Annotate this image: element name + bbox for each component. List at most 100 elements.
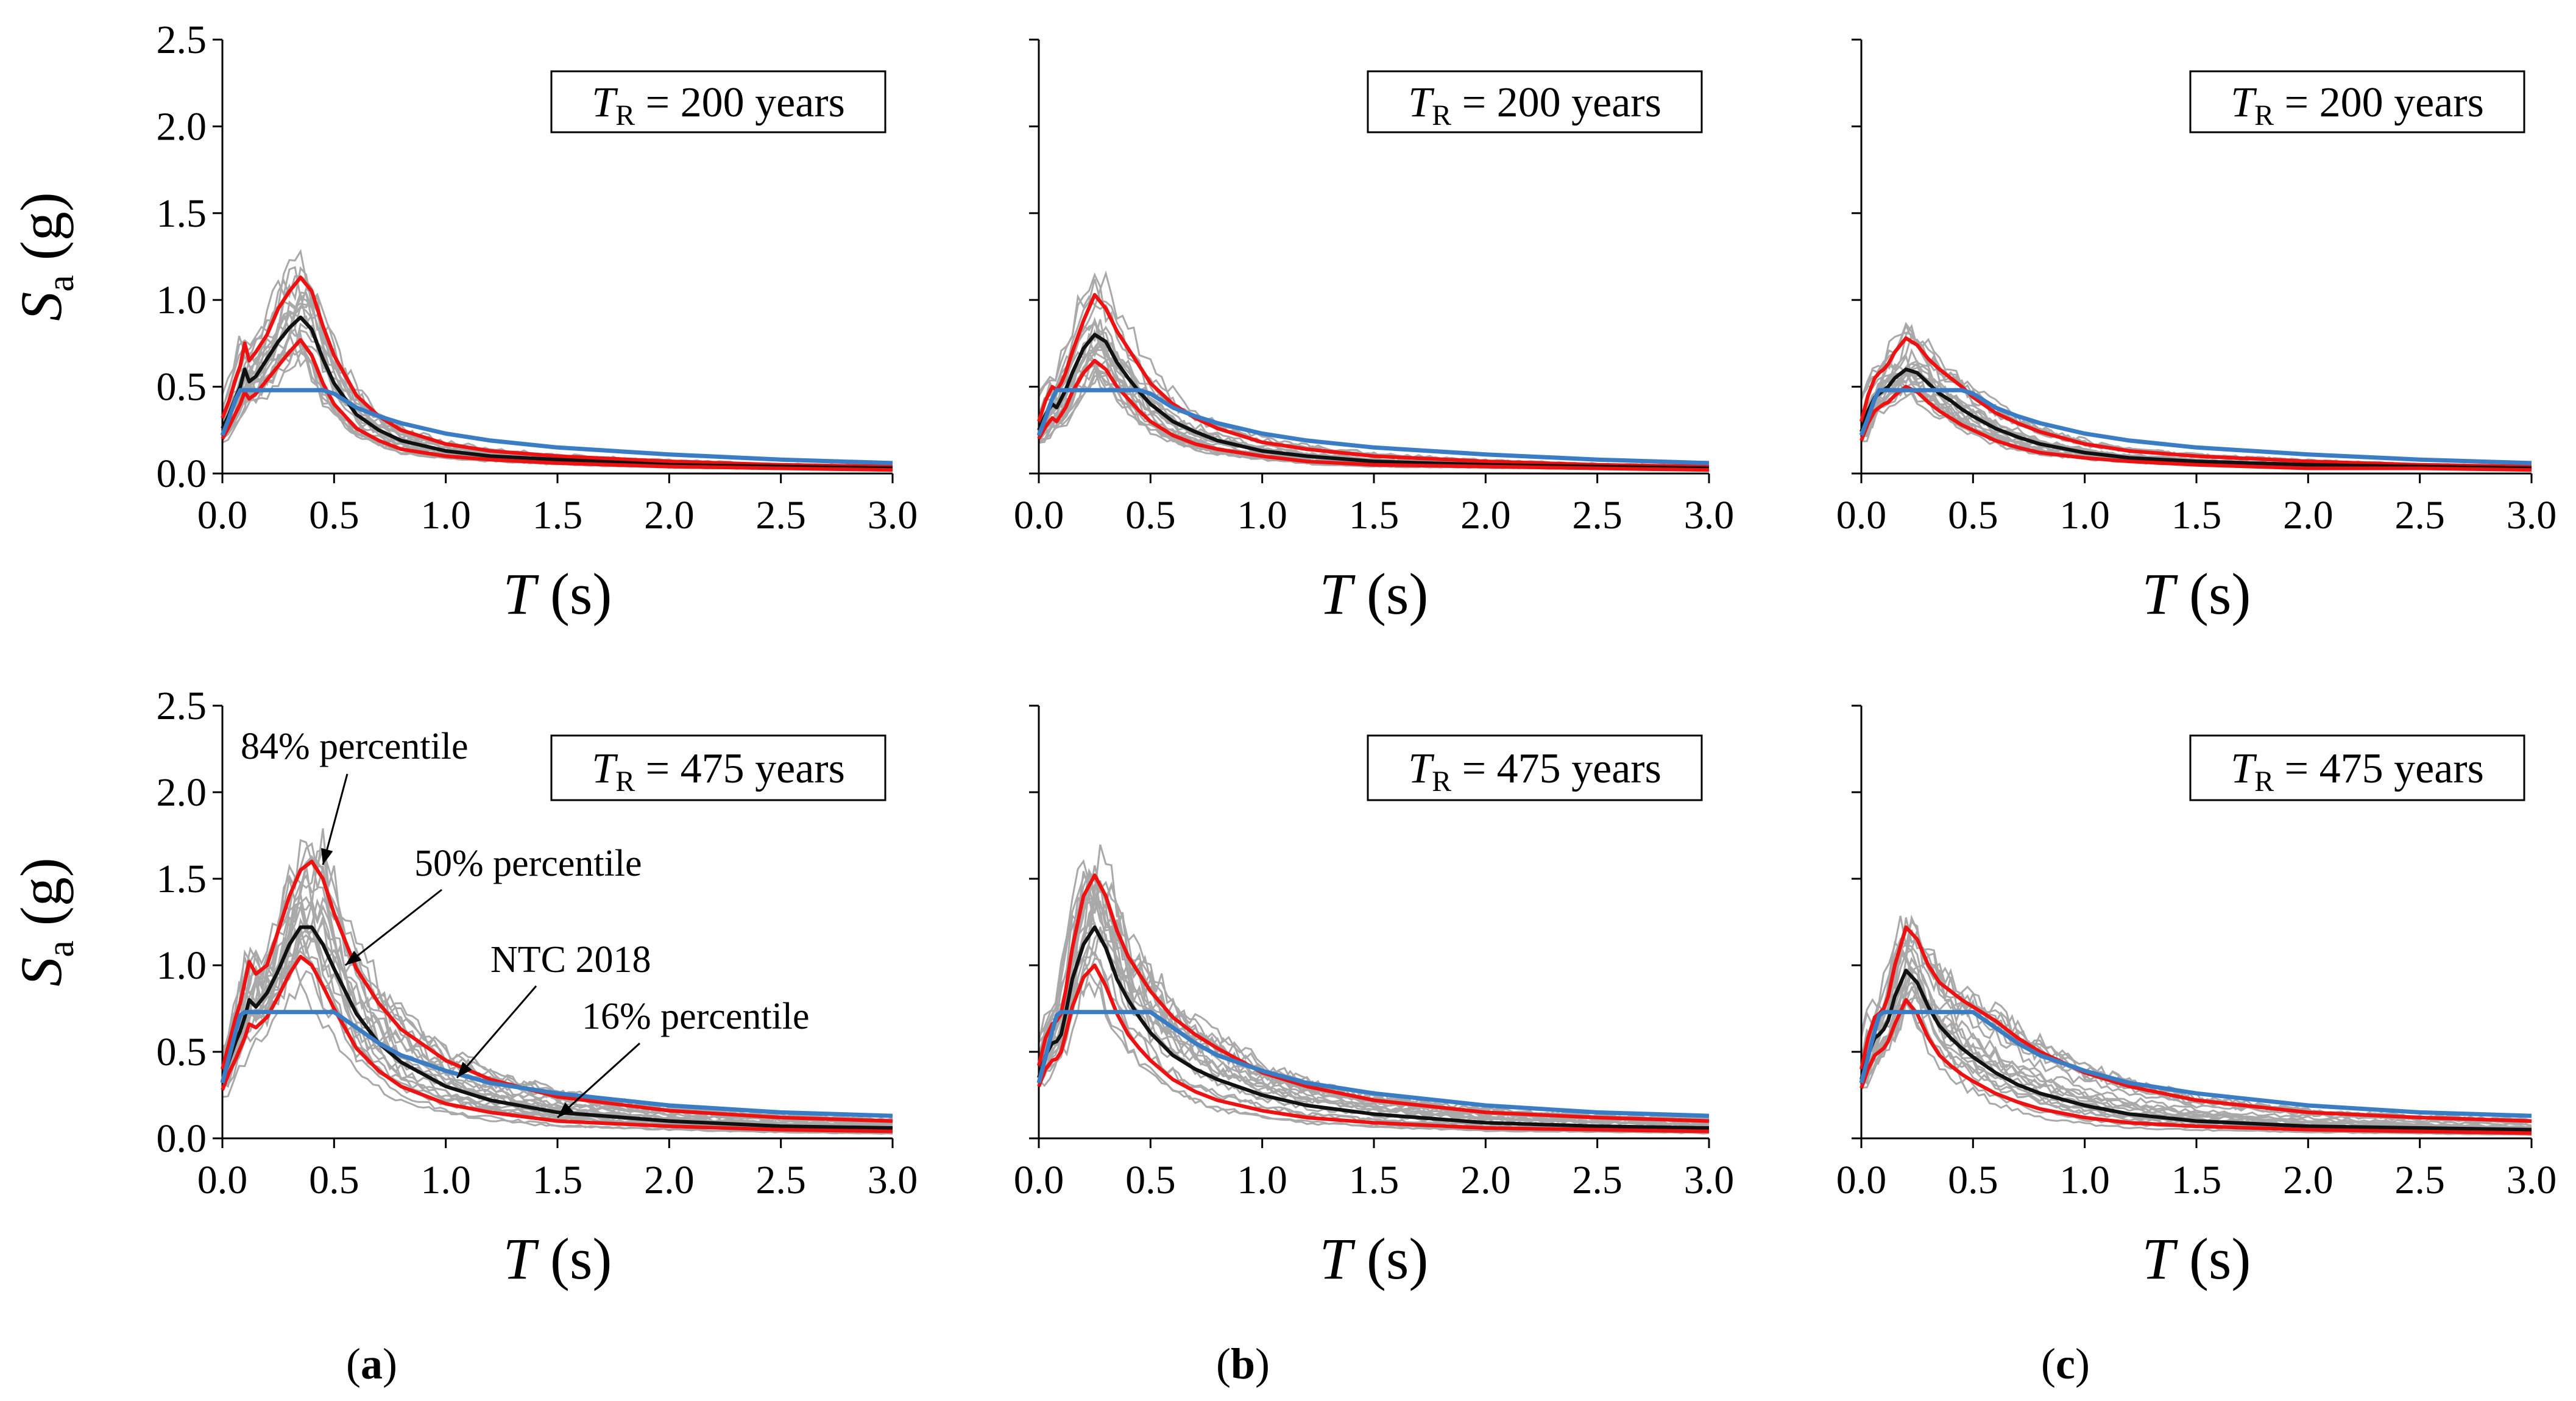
x-tick-label: 3.0 xyxy=(2507,493,2557,537)
panel-top-b: 0.0 0.5 1.0 1.5 2.0 2.5 3.0 T (s) TR = 200 years xyxy=(1014,38,1735,626)
x-tick-label: 1.0 xyxy=(2059,493,2110,537)
x-axis-title: T (s) xyxy=(503,561,612,626)
x-axis-title: T (s) xyxy=(503,1226,612,1291)
legend-label: TR = 200 years xyxy=(2231,79,2484,132)
record-spectra xyxy=(1860,914,2532,1137)
x-tick-label: 1.5 xyxy=(533,1158,583,1202)
x-tick-label: 2.5 xyxy=(1572,493,1622,537)
x-tick-label: 2.0 xyxy=(644,1158,695,1202)
x-tick-label: 0.0 xyxy=(1014,493,1064,537)
record-trace xyxy=(1038,880,1710,1125)
p50-line xyxy=(1037,333,1710,470)
annotation-p84-arrowhead xyxy=(321,848,333,865)
return-period-legend: TR = 200 years xyxy=(2189,70,2525,133)
y-tick-label: 2.5 xyxy=(157,684,207,728)
p16-line xyxy=(1859,998,2532,1135)
p16-line xyxy=(1037,358,1710,472)
return-period-legend: TR = 475 years xyxy=(2189,734,2525,801)
x-tick-label: 1.5 xyxy=(2171,493,2222,537)
x-tick-label: 0.0 xyxy=(197,493,248,537)
p50-line xyxy=(1037,925,1710,1130)
record-trace xyxy=(1860,952,2532,1127)
x-tick-label: 2.5 xyxy=(755,1158,806,1202)
panels-layer: 0.0 0.5 1.0 1.5 2.0 2.5 0.0 0.5 1.0 1.5 2.0 2.5 3.0 T… xyxy=(9,18,2557,1291)
ntc2018-line xyxy=(1859,1010,2532,1118)
y-tick-label: 1.0 xyxy=(157,943,207,988)
annotation-ntc-label: NTC 2018 xyxy=(490,939,651,981)
column-letter-a: (a) xyxy=(346,1339,397,1388)
x-tick-label: 1.0 xyxy=(1237,493,1287,537)
record-trace xyxy=(221,963,893,1135)
legend-label: TR = 475 years xyxy=(2231,745,2484,798)
panel-top-a: 0.0 0.5 1.0 1.5 2.0 2.5 0.0 0.5 1.0 1.5 2.0 2.5 3.0 T… xyxy=(9,18,918,626)
p50-line xyxy=(1859,968,2532,1132)
legend-label: TR = 200 years xyxy=(592,79,845,132)
ntc2018-line xyxy=(220,1010,893,1118)
annotation-ntc-arrowhead xyxy=(457,1062,472,1078)
x-tick-label: 0.5 xyxy=(309,1158,359,1202)
return-period-legend: TR = 475 years xyxy=(550,734,886,801)
x-tick-label: 2.5 xyxy=(2394,1158,2445,1202)
x-tick-label: 3.0 xyxy=(868,493,918,537)
y-tick-label: 2.0 xyxy=(157,770,207,815)
y-tick-label: 2.5 xyxy=(157,18,207,62)
y-axis-title: Sa (g) xyxy=(9,857,82,986)
x-tick-label: 1.0 xyxy=(1237,1158,1287,1202)
record-spectra xyxy=(1038,270,1710,472)
legend-label: TR = 475 years xyxy=(592,745,845,798)
p16-line xyxy=(1859,385,2532,472)
record-trace xyxy=(1038,881,1710,1124)
return-period-legend: TR = 200 years xyxy=(1367,70,1703,133)
x-tick-label: 1.5 xyxy=(1349,493,1399,537)
p84-line xyxy=(1037,873,1710,1123)
ntc2018-line xyxy=(220,388,893,466)
record-trace xyxy=(1038,844,1710,1121)
annotation-ntc-leader xyxy=(456,985,537,1079)
record-spectra xyxy=(1038,844,1710,1135)
legend-box xyxy=(2189,70,2525,133)
y-tick-label: 1.0 xyxy=(157,278,207,322)
x-tick-label: 3.0 xyxy=(2507,1158,2557,1202)
x-tick-label: 3.0 xyxy=(1684,1158,1735,1202)
p50-line xyxy=(221,925,893,1130)
legend-label: TR = 475 years xyxy=(1408,745,1661,798)
legend-box xyxy=(1367,70,1703,133)
record-trace xyxy=(1038,294,1710,468)
annotation-p16-arrowhead xyxy=(557,1102,573,1118)
x-tick-label: 0.5 xyxy=(1125,1158,1176,1202)
annotation-p50-arrowhead xyxy=(345,951,362,965)
panel-bottom-c: 0.0 0.5 1.0 1.5 2.0 2.5 3.0 T (s) TR = 475 years xyxy=(1836,704,2557,1291)
x-tick-label: 3.0 xyxy=(1684,493,1735,537)
record-trace xyxy=(1860,940,2532,1124)
x-tick-label: 0.5 xyxy=(1948,493,1998,537)
x-tick-label: 2.0 xyxy=(2283,1158,2334,1202)
x-tick-label: 1.0 xyxy=(420,493,471,537)
x-tick-label: 2.0 xyxy=(1460,493,1511,537)
x-tick-label: 0.0 xyxy=(1836,1158,1887,1202)
y-tick-label: 0.0 xyxy=(157,1116,207,1161)
annotation-p16-label: 16% percentile xyxy=(582,996,810,1037)
y-tick-label: 0.5 xyxy=(157,365,207,410)
x-tick-label: 0.0 xyxy=(1836,493,1887,537)
x-tick-label: 1.0 xyxy=(2059,1158,2110,1202)
annotation-p84-label: 84% percentile xyxy=(241,726,469,767)
record-trace xyxy=(1038,881,1710,1124)
p84-line xyxy=(1859,336,2532,469)
record-trace xyxy=(1038,871,1710,1121)
p84-line xyxy=(221,275,893,469)
p16-line xyxy=(221,338,893,472)
x-tick-label: 0.0 xyxy=(197,1158,248,1202)
x-axis-title: T (s) xyxy=(1320,561,1429,626)
x-tick-label: 0.5 xyxy=(309,493,359,537)
x-tick-label: 2.0 xyxy=(2283,493,2334,537)
panel-bottom-b: 0.0 0.5 1.0 1.5 2.0 2.5 3.0 T (s) TR = 475 years xyxy=(1014,704,1735,1291)
record-trace xyxy=(1038,976,1710,1135)
ntc2018-line xyxy=(1859,388,2532,466)
legend-box xyxy=(2189,734,2525,801)
x-tick-label: 1.0 xyxy=(420,1158,471,1202)
record-trace xyxy=(1860,956,2532,1129)
annotations: 84% percentile 50% percentile NTC 2018 16% … xyxy=(241,726,810,1119)
return-period-legend: TR = 200 years xyxy=(550,70,886,133)
p16-line xyxy=(1037,963,1710,1133)
